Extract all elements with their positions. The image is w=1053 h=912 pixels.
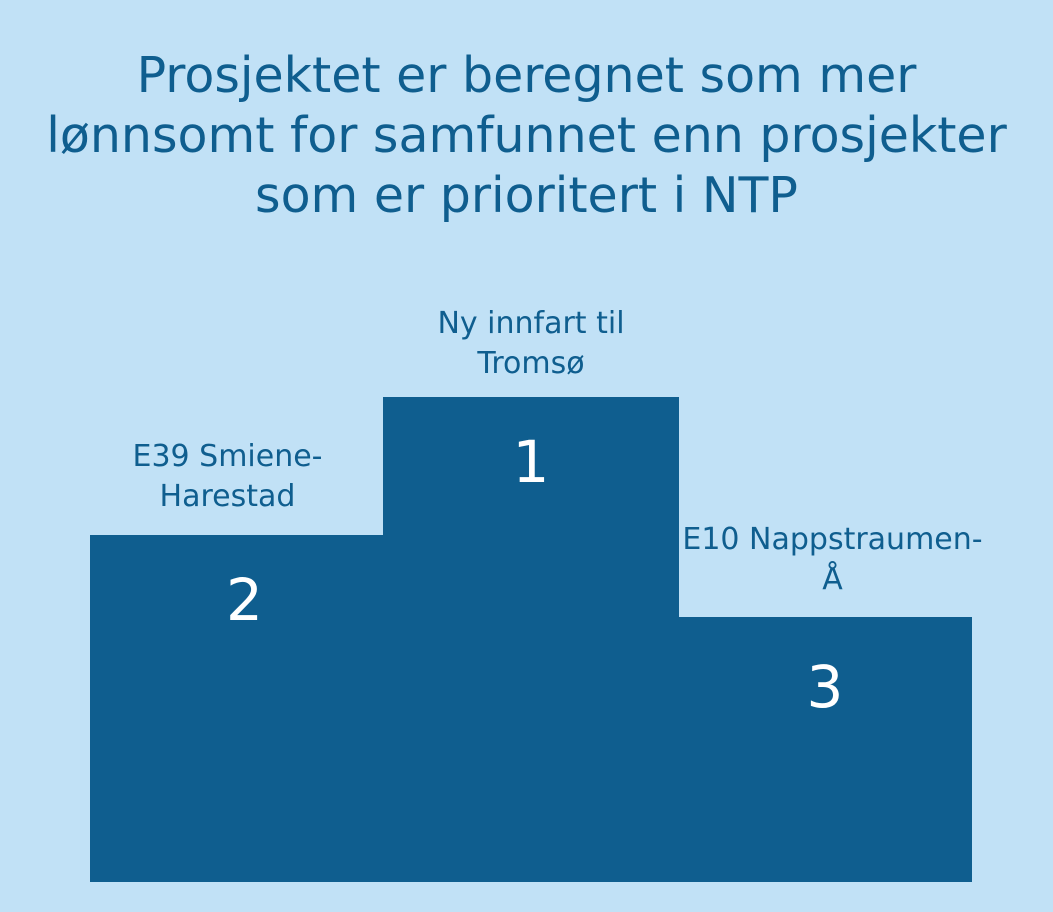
podium-rank-first: 1 xyxy=(512,428,550,496)
podium-block-second xyxy=(90,535,385,882)
podium-label-third: E10 Nappstraumen-Å xyxy=(682,522,983,597)
podium-label-second: E39 Smiene-Harestad xyxy=(132,439,323,514)
podium-rank-third: 3 xyxy=(806,653,844,721)
podium-block-third xyxy=(678,617,972,882)
podium-block-first xyxy=(383,397,679,882)
podium-rank-second: 2 xyxy=(226,566,263,634)
page-title: Prosjektet er beregnet som mer lønnsomt … xyxy=(46,47,1007,224)
podium-label-first: Ny innfart til Tromsø xyxy=(437,306,625,381)
